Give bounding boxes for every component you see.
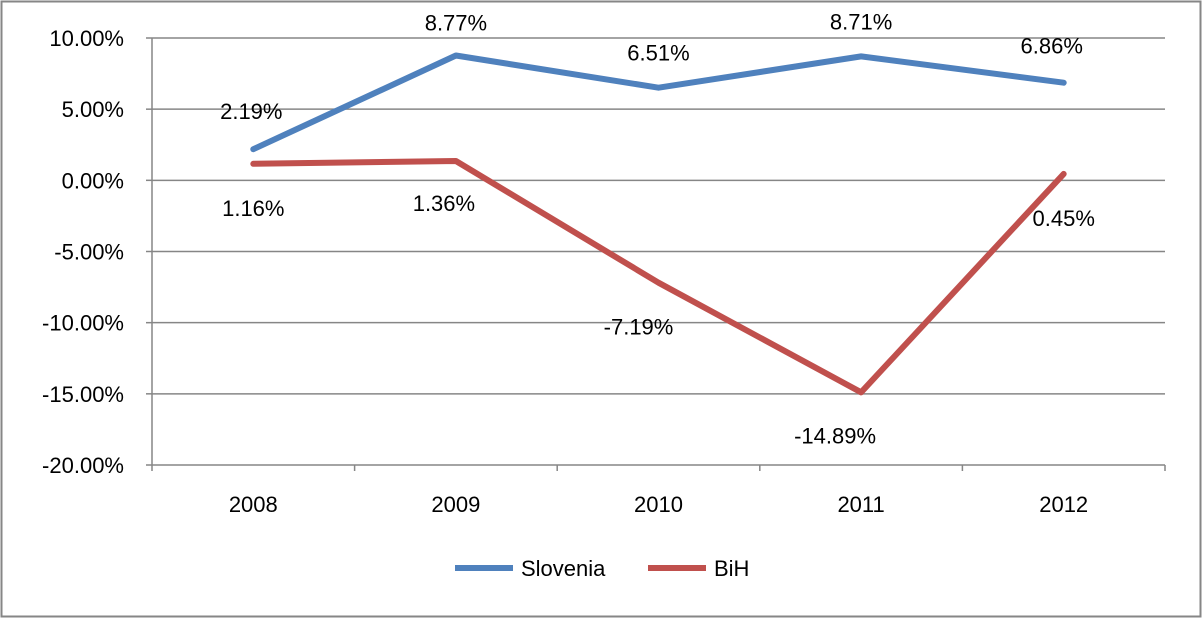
series-lines (250, 52, 1067, 396)
data-label-bih: -7.19% (604, 315, 674, 340)
y-tick-label: -20.00% (42, 453, 124, 478)
y-tick-label: -10.00% (42, 311, 124, 336)
x-tick-label: 2009 (431, 492, 480, 517)
legend-label-bih: BiH (714, 556, 749, 581)
data-label-slovenia: 6.86% (1021, 34, 1083, 59)
x-tick-label: 2008 (229, 492, 278, 517)
legend-label-slovenia: Slovenia (521, 556, 606, 581)
y-tick-label: 0.00% (62, 168, 124, 193)
data-label-bih: 1.16% (222, 196, 284, 221)
y-tick-label: -15.00% (42, 382, 124, 407)
data-label-slovenia: 2.19% (220, 99, 282, 124)
data-labels: 2.19% 8.77% 6.51% 8.71% 6.86% 1.16% 1.36% -7.19… (220, 9, 1095, 448)
y-tick-label: 5.00% (62, 97, 124, 122)
series-line-bih (250, 158, 1067, 396)
y-tick-label: 10.00% (49, 26, 124, 51)
y-tick-label: -5.00% (54, 240, 124, 265)
x-tick-label: 2010 (634, 492, 683, 517)
legend: Slovenia BiH (455, 556, 749, 581)
data-label-slovenia: 8.77% (425, 11, 487, 36)
data-label-bih: 1.36% (413, 191, 475, 216)
series-line-slovenia (250, 52, 1067, 153)
data-label-bih: 0.45% (1033, 206, 1095, 231)
data-label-bih: -14.89% (794, 423, 876, 448)
axes (146, 37, 1166, 471)
x-tick-label: 2011 (837, 492, 884, 517)
data-label-slovenia: 8.71% (830, 9, 892, 34)
x-tick-label: 2012 (1039, 492, 1088, 517)
x-axis-tick-labels: 2008 2009 2010 2011 2012 (229, 492, 1088, 517)
gridlines (152, 37, 1165, 395)
y-axis-tick-labels: 10.00% 5.00% 0.00% -5.00% -10.00% -15.00% -20.… (42, 26, 124, 478)
data-label-slovenia: 6.51% (627, 41, 689, 66)
